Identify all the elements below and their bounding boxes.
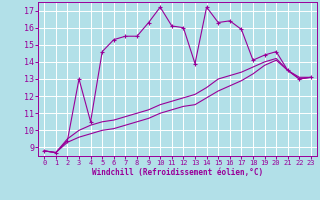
X-axis label: Windchill (Refroidissement éolien,°C): Windchill (Refroidissement éolien,°C) [92,168,263,177]
